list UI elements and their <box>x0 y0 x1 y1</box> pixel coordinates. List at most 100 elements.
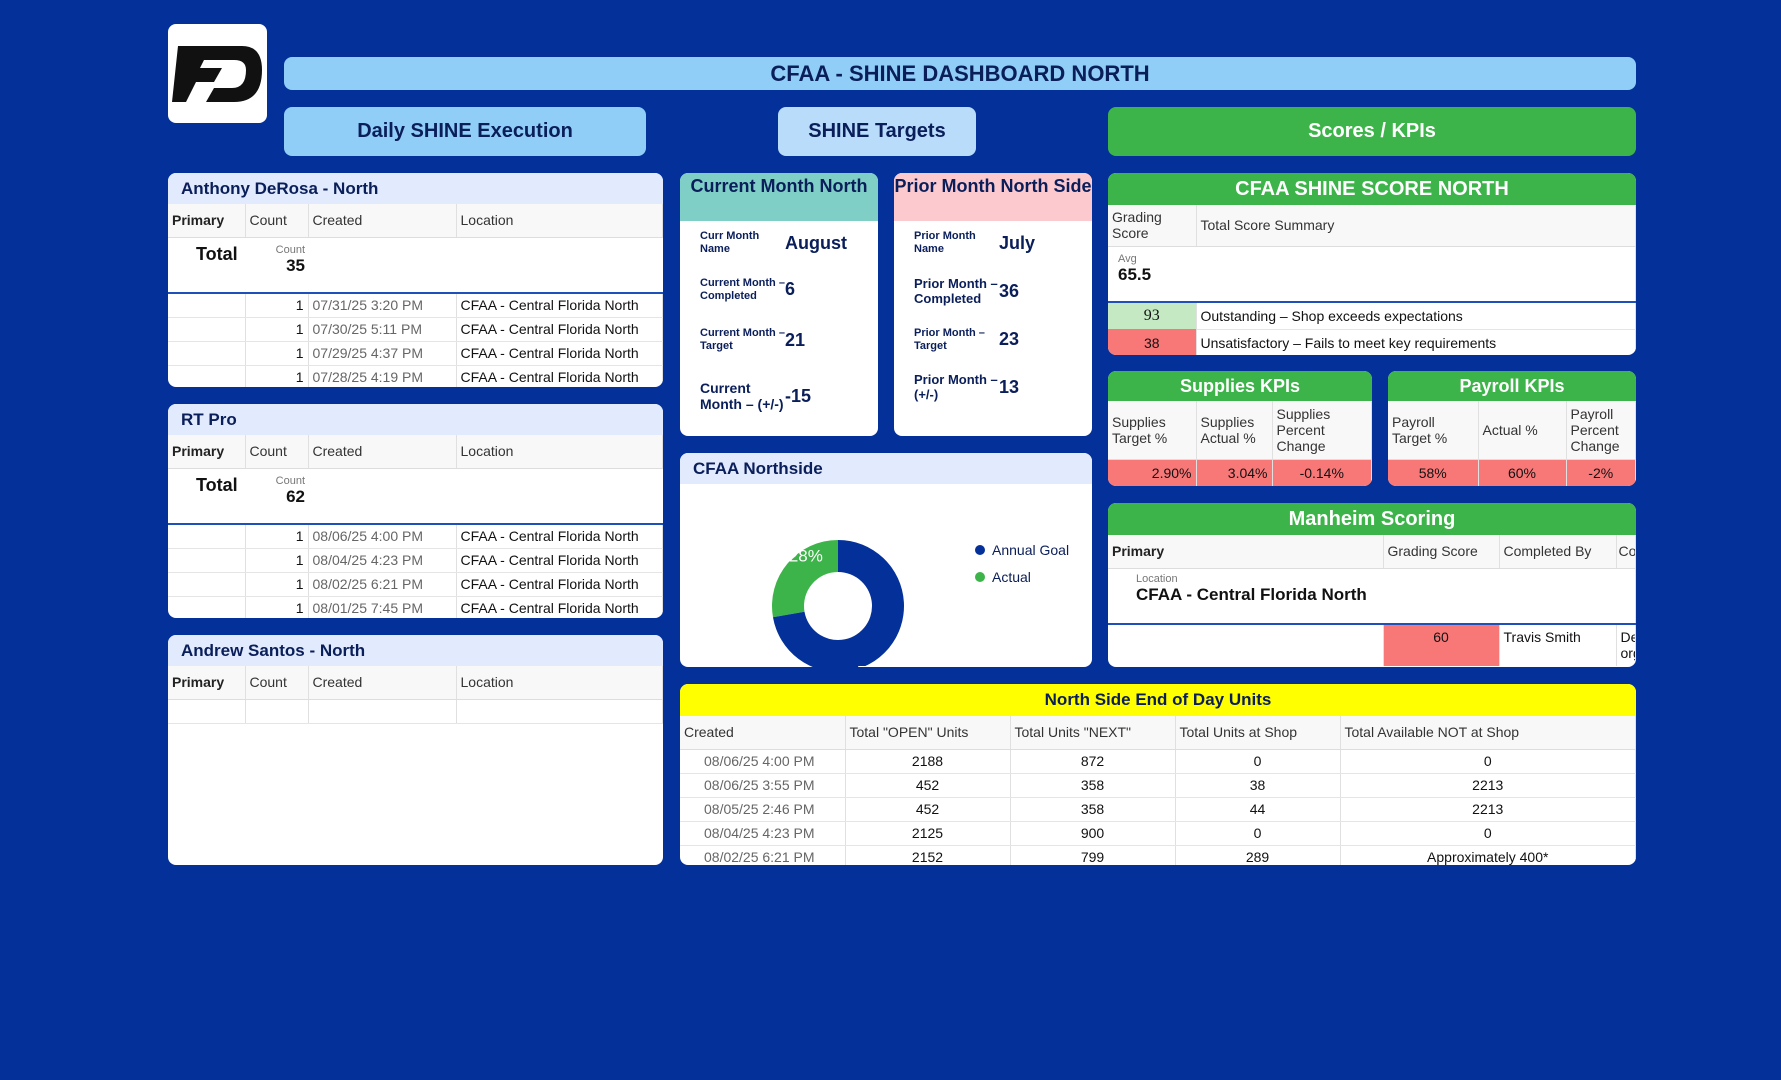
col-count[interactable]: Count <box>245 435 309 469</box>
table-row[interactable]: 1 08/04/25 4:23 PM CFAA - Central Florida … <box>168 548 663 573</box>
col-total-score-summary[interactable]: Total Score Summary <box>1196 205 1636 247</box>
table-row[interactable]: 1 08/06/25 4:00 PM CFAA - Central Florida … <box>168 524 663 549</box>
manheim-row[interactable]: 60 Travis Smith De org <box>1108 624 1636 666</box>
execution-table: Primary Count Created Location <box>168 666 663 724</box>
execution-table: Primary Count Created Location Total Cou… <box>168 435 663 618</box>
supplies-table: Supplies Target % Supplies Actual % Supp… <box>1108 401 1372 486</box>
eod-table: Created Total "OPEN" Units Total Units "… <box>680 716 1636 865</box>
col-payroll-actual[interactable]: Actual % <box>1478 401 1567 460</box>
table-row[interactable]: 1 08/02/25 6:21 PM CFAA - Central Florida … <box>168 572 663 597</box>
anthony-derosa-card: Anthony DeRosa - North Primary Count Cre… <box>168 173 663 387</box>
col-comments[interactable]: Co <box>1616 535 1636 569</box>
supplies-row[interactable]: 2.90% 3.04% -0.14% <box>1108 459 1372 486</box>
card-title: Anthony DeRosa - North <box>168 173 663 204</box>
col-count[interactable]: Count <box>245 666 309 700</box>
manheim-table: Primary Grading Score Completed By Co Lo… <box>1108 535 1636 666</box>
col-payroll-target[interactable]: Payroll Target % <box>1388 401 1479 460</box>
avg-score: Avg 65.5 <box>1108 246 1636 303</box>
col-created[interactable]: Created <box>308 666 457 700</box>
col-created[interactable]: Created <box>308 435 457 469</box>
execution-table: Primary Count Created Location Total Cou… <box>168 204 663 387</box>
manheim-title: Manheim Scoring <box>1108 503 1636 535</box>
table-row[interactable]: 08/06/25 3:55 PM 452 358 38 2213 <box>680 773 1636 798</box>
col-next-units[interactable]: Total Units "NEXT" <box>1010 716 1176 750</box>
prior-month-row: Prior Month – Completed 36 <box>914 276 1020 306</box>
andrew-santos-card: Andrew Santos - North Primary Count Crea… <box>168 635 663 865</box>
shine-score-card: CFAA SHINE SCORE NORTH Grading Score Tot… <box>1108 173 1636 355</box>
eod-title: North Side End of Day Units <box>680 684 1636 716</box>
table-row[interactable]: 08/04/25 4:23 PM 2125 900 0 0 <box>680 821 1636 846</box>
col-open-units[interactable]: Total "OPEN" Units <box>845 716 1011 750</box>
donut-chart: 28% 73% Annual Goal Actual <box>772 540 1069 667</box>
prior-month-row: Prior Month – Target 23 <box>914 326 1020 352</box>
page-title: CFAA - SHINE DASHBOARD NORTH <box>284 57 1636 90</box>
table-row[interactable]: 1 08/01/25 7:45 PM CFAA - Central Florida … <box>168 596 663 618</box>
northside-chart-card: CFAA Northside 28% 73% Annual Goal Actual <box>680 453 1092 667</box>
current-month-title: Current Month North <box>680 173 878 221</box>
prior-month-row: Prior Month Name July <box>914 230 1036 255</box>
current-month-row: Current Month – (+/-) -15 <box>700 380 812 412</box>
donut-label: 28% <box>789 547 823 566</box>
col-payroll-change[interactable]: Payroll Percent Change <box>1566 401 1636 460</box>
scores-kpis-button[interactable]: Scores / KPIs <box>1108 107 1636 156</box>
col-count[interactable]: Count <box>245 204 309 238</box>
card-title: Andrew Santos - North <box>168 635 663 666</box>
prior-month-title: Prior Month North Side <box>894 173 1092 221</box>
manheim-scoring-card: Manheim Scoring Primary Grading Score Co… <box>1108 503 1636 667</box>
legend-annual-goal: Annual Goal <box>992 542 1069 558</box>
col-location[interactable]: Location <box>456 666 663 700</box>
donut-slice-actual[interactable] <box>772 540 838 618</box>
payroll-kpis-card: Payroll KPIs Payroll Target % Actual % P… <box>1388 371 1636 486</box>
col-primary[interactable]: Primary <box>168 666 246 700</box>
total-label: Total <box>168 468 245 525</box>
card-title: RT Pro <box>168 404 663 435</box>
payroll-row[interactable]: 58% 60% -2% <box>1388 459 1636 486</box>
donut-slice-annual-goal[interactable] <box>772 540 904 667</box>
col-available-not-at-shop[interactable]: Total Available NOT at Shop <box>1340 716 1636 750</box>
col-created[interactable]: Created <box>680 716 846 750</box>
col-completed-by[interactable]: Completed By <box>1499 535 1617 569</box>
shine-score-title: CFAA SHINE SCORE NORTH <box>1108 173 1636 205</box>
col-grading-score[interactable]: Grading Score <box>1108 205 1197 247</box>
eod-units-card: North Side End of Day Units Created Tota… <box>680 684 1636 865</box>
col-primary[interactable]: Primary <box>1108 535 1384 569</box>
col-grading-score[interactable]: Grading Score <box>1383 535 1500 569</box>
supplies-kpis-card: Supplies KPIs Supplies Target % Supplies… <box>1108 371 1372 486</box>
table-row[interactable]: 1 07/28/25 4:19 PM CFAA - Central Florida … <box>168 365 663 387</box>
table-row <box>168 699 663 724</box>
legend-swatch-actual <box>975 572 985 582</box>
col-primary[interactable]: Primary <box>168 204 246 238</box>
manheim-location: Location CFAA - Central Florida North <box>1108 568 1636 625</box>
col-supplies-actual[interactable]: Supplies Actual % <box>1196 401 1273 460</box>
col-created[interactable]: Created <box>308 204 457 238</box>
current-month-row: Curr Month Name August <box>700 230 847 255</box>
logo-mark <box>171 45 262 102</box>
total-count: Count 35 <box>245 237 308 294</box>
legend-swatch-annual-goal <box>975 545 985 555</box>
payroll-title: Payroll KPIs <box>1388 371 1636 401</box>
score-row[interactable]: 38 Unsatisfactory – Fails to meet key re… <box>1108 329 1636 355</box>
score-row[interactable]: 93 Outstanding – Shop exceeds expectatio… <box>1108 302 1636 330</box>
table-row[interactable]: 1 07/31/25 3:20 PM CFAA - Central Florida … <box>168 293 663 318</box>
rt-pro-card: RT Pro Primary Count Created Location To… <box>168 404 663 618</box>
table-row[interactable]: 08/05/25 2:46 PM 452 358 44 2213 <box>680 797 1636 822</box>
current-month-card: Current Month North Curr Month Name Augus… <box>680 173 878 436</box>
shine-targets-button[interactable]: SHINE Targets <box>778 107 976 156</box>
table-row[interactable]: 08/06/25 4:00 PM 2188 872 0 0 <box>680 749 1636 774</box>
payroll-table: Payroll Target % Actual % Payroll Percen… <box>1388 401 1636 486</box>
col-units-at-shop[interactable]: Total Units at Shop <box>1175 716 1341 750</box>
table-row[interactable]: 08/02/25 6:21 PM 2152 799 289 Approximately … <box>680 845 1636 865</box>
supplies-title: Supplies KPIs <box>1108 371 1372 401</box>
current-month-row: Current Month – Completed 6 <box>700 276 796 302</box>
total-count: Count 62 <box>245 468 308 525</box>
daily-shine-button[interactable]: Daily SHINE Execution <box>284 107 646 156</box>
prior-month-card: Prior Month North Side Prior Month Name J… <box>894 173 1092 436</box>
col-primary[interactable]: Primary <box>168 435 246 469</box>
total-label: Total <box>168 237 245 294</box>
col-location[interactable]: Location <box>456 435 663 469</box>
col-supplies-target[interactable]: Supplies Target % <box>1108 401 1197 460</box>
col-location[interactable]: Location <box>456 204 663 238</box>
col-supplies-change[interactable]: Supplies Percent Change <box>1272 401 1372 460</box>
table-row[interactable]: 1 07/29/25 4:37 PM CFAA - Central Florida … <box>168 341 663 366</box>
table-row[interactable]: 1 07/30/25 5:11 PM CFAA - Central Florida … <box>168 317 663 342</box>
